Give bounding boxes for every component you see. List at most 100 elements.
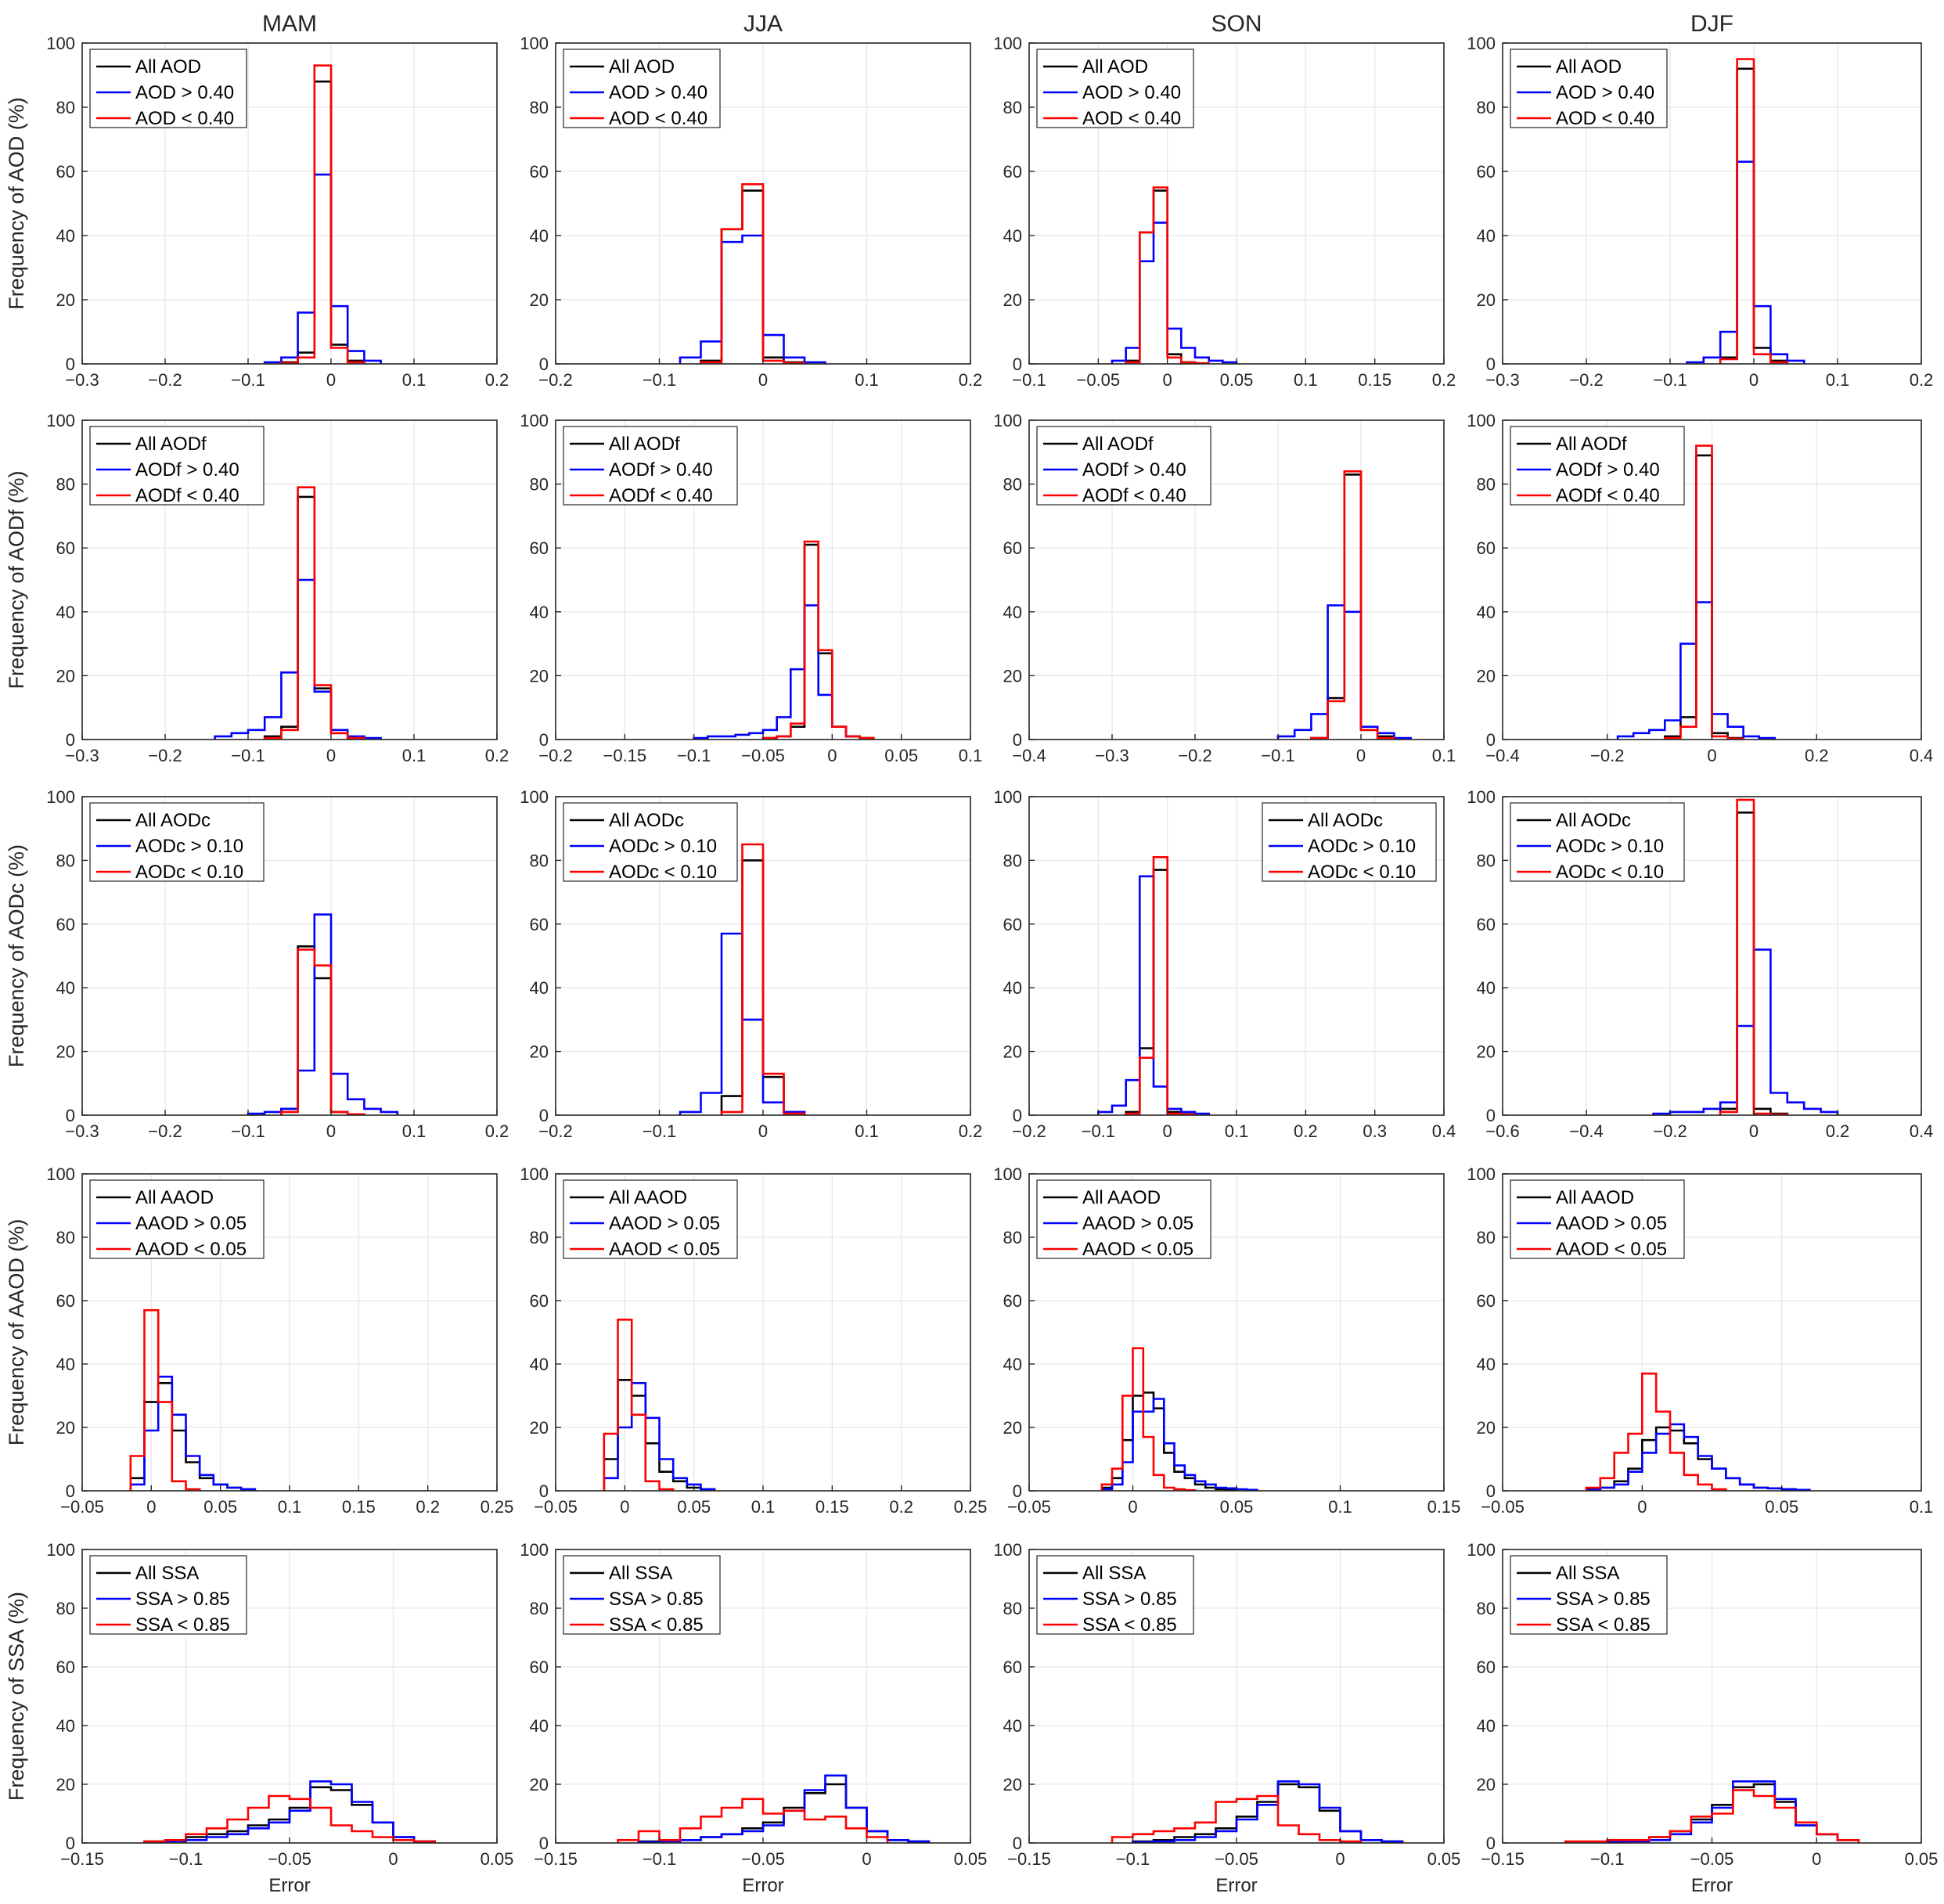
y-tick-label: 40 xyxy=(530,226,549,246)
legend-entry: All AOD xyxy=(1082,56,1148,77)
legend-box xyxy=(1510,426,1685,506)
y-tick-label: 60 xyxy=(1477,1291,1496,1311)
y-tick-label: 60 xyxy=(56,1657,75,1677)
x-tick-label: 0.05 xyxy=(677,1497,711,1517)
series-line-below xyxy=(263,486,365,740)
y-tick-label: 100 xyxy=(46,1540,75,1560)
y-tick-label: 40 xyxy=(1477,1716,1496,1736)
x-tick-label: −0.1 xyxy=(1653,370,1687,390)
y-tick-label: 100 xyxy=(1467,411,1496,430)
legend: All AODc AODc > 0.10 AODc < 0.10 xyxy=(1262,802,1437,883)
series-line-below xyxy=(1125,186,1210,365)
series-line-below xyxy=(1664,445,1744,740)
y-tick-label: 80 xyxy=(1003,475,1022,495)
legend-entry: SSA < 0.85 xyxy=(1556,1614,1651,1636)
panel-r0-c1: −0.2 −0.1 0 0.1 0.2 0 20 40 60 80 100 All AOD AOD > … xyxy=(520,34,982,390)
legend-entry: AODf < 0.40 xyxy=(135,485,239,506)
x-tick-label: −0.1 xyxy=(1116,1849,1150,1869)
x-tick-label: −0.4 xyxy=(1012,746,1046,765)
legend-box xyxy=(1510,1555,1668,1635)
legend-entry: All AODf xyxy=(1556,434,1627,455)
y-tick-label: 80 xyxy=(1003,1599,1022,1618)
y-tick-label: 0 xyxy=(1013,355,1022,374)
y-tick-label: 60 xyxy=(530,538,549,558)
y-tick-label: 60 xyxy=(1003,162,1022,182)
legend-entry: All AODc xyxy=(609,810,684,831)
x-tick-label: 0.2 xyxy=(485,746,509,765)
x-tick-label: −0.05 xyxy=(1690,1849,1734,1869)
x-tick-label: 0.1 xyxy=(402,1121,427,1141)
legend-entry: All AODf xyxy=(1082,434,1154,455)
legend-entry: AAOD < 0.05 xyxy=(1556,1239,1667,1260)
x-tick-label: 0.25 xyxy=(481,1497,514,1517)
x-tick-label: 0.05 xyxy=(1220,1497,1254,1517)
x-tick-label: 0 xyxy=(388,1849,398,1869)
legend-entry: All AODf xyxy=(135,434,207,455)
x-tick-label: 0 xyxy=(1335,1849,1345,1869)
legend-box xyxy=(89,49,247,128)
panel-r2-c0: −0.3 −0.2 −0.1 0 0.1 0.2 0 20 40 60 80 100 Frequency… xyxy=(5,787,509,1141)
legend-entry: AODf > 0.40 xyxy=(1556,459,1660,480)
y-tick-label: 40 xyxy=(56,1716,75,1736)
x-tick-label: −0.1 xyxy=(231,370,265,390)
x-tick-label: −0.2 xyxy=(1012,1121,1046,1141)
legend-entry: AAOD > 0.05 xyxy=(135,1213,247,1234)
y-tick-label: 60 xyxy=(56,538,75,558)
y-tick-label: 80 xyxy=(530,851,549,870)
axes-box xyxy=(1502,796,1922,1116)
x-tick-label: −0.05 xyxy=(1481,1497,1525,1517)
y-tick-label: 0 xyxy=(66,730,75,750)
x-tick-label: −0.1 xyxy=(231,746,265,765)
x-tick-label: −0.05 xyxy=(534,1497,578,1517)
legend-entry: SSA > 0.85 xyxy=(1556,1589,1651,1610)
y-tick-label: 20 xyxy=(530,1775,549,1794)
axes-box xyxy=(1502,1173,1922,1492)
x-tick-label: 0.2 xyxy=(889,1497,913,1517)
x-tick-label: 0.2 xyxy=(485,1121,509,1141)
season-title-jja: JJA xyxy=(743,11,783,37)
y-tick-label: 40 xyxy=(56,978,75,998)
series-line-above xyxy=(247,913,399,1115)
x-tick-label: 0 xyxy=(326,1121,336,1141)
y-tick-label: 100 xyxy=(520,411,549,430)
x-tick-label: −0.2 xyxy=(1590,746,1624,765)
legend-box xyxy=(563,49,721,128)
x-tick-label: 0.2 xyxy=(416,1497,440,1517)
x-tick-label: −0.05 xyxy=(1215,1849,1258,1869)
legend-box xyxy=(563,426,738,506)
x-tick-label: 0.1 xyxy=(1432,746,1456,765)
legend-entry: All AAOD xyxy=(609,1187,687,1208)
panel-r4-c2: −0.15 −0.1 −0.05 0 0.05 0 20 40 60 80 100 Error All … xyxy=(993,1540,1460,1896)
legend: All SSA SSA > 0.85 SSA < 0.85 xyxy=(89,1555,247,1636)
legend-box xyxy=(1036,426,1211,506)
x-tick-label: −0.1 xyxy=(643,370,676,390)
y-tick-label: 20 xyxy=(56,1418,75,1438)
x-tick-label: −0.1 xyxy=(1082,1121,1115,1141)
y-tick-label: 60 xyxy=(1477,915,1496,934)
y-tick-label: 100 xyxy=(993,1540,1022,1560)
y-tick-label: 100 xyxy=(46,34,75,53)
panel-r1-c0: −0.3 −0.2 −0.1 0 0.1 0.2 0 20 40 60 80 100 Frequency… xyxy=(5,411,509,765)
x-tick-label: 0.05 xyxy=(203,1497,237,1517)
series-line-below xyxy=(700,183,806,365)
x-tick-label: −0.05 xyxy=(1007,1497,1051,1517)
y-tick-label: 80 xyxy=(530,475,549,495)
y-tick-label: 20 xyxy=(530,1418,549,1438)
y-tick-label: 80 xyxy=(1477,1599,1496,1618)
legend-box xyxy=(1036,1555,1194,1635)
x-tick-label: 0.1 xyxy=(1826,370,1850,390)
y-tick-label: 80 xyxy=(1477,98,1496,117)
y-tick-label: 0 xyxy=(539,730,549,750)
legend-entry: AOD > 0.40 xyxy=(135,82,234,103)
y-tick-label: 20 xyxy=(1003,1775,1022,1794)
legend-entry: All AAOD xyxy=(135,1187,214,1208)
y-axis-label: Frequency of SSA (%) xyxy=(5,1592,28,1801)
y-tick-label: 0 xyxy=(66,355,75,374)
legend-entry: SSA > 0.85 xyxy=(135,1589,230,1610)
legend-entry: AODc < 0.10 xyxy=(1556,862,1664,883)
y-tick-label: 0 xyxy=(66,1481,75,1501)
y-tick-label: 40 xyxy=(530,603,549,622)
x-tick-label: 0.05 xyxy=(481,1849,514,1869)
legend-box xyxy=(1510,1179,1685,1259)
